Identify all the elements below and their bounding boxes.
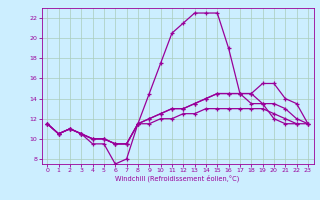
- X-axis label: Windchill (Refroidissement éolien,°C): Windchill (Refroidissement éolien,°C): [116, 175, 240, 182]
